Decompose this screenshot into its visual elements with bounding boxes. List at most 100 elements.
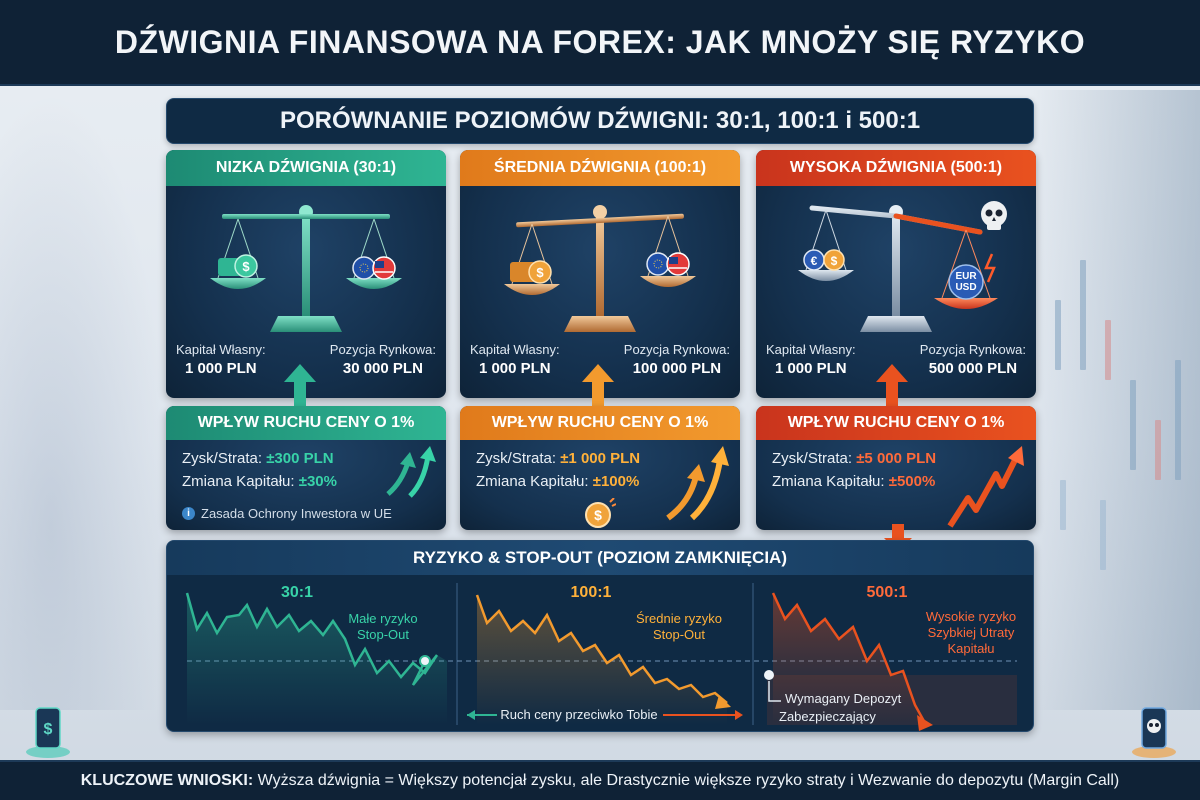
panel-high-leverage: WYSOKA DŹWIGNIA (500:1) € $: [756, 150, 1036, 398]
subtitle: PORÓWNANIE POZIOMÓW DŹWIGNI: 30:1, 100:1…: [279, 107, 921, 134]
investor-protection-note: i Zasada Ochrony Inwestora w UE: [182, 506, 392, 521]
page-header: DŹWIGNIA FINANSOWA NA FOREX: JAK MNOŻY S…: [0, 0, 1200, 86]
stop-out-charts: 30:1 Małe ryzyko Stop-Out 100:1 Średnie …: [185, 583, 1017, 731]
footer-body: Wyższa dźwignia = Większy potencjał zysk…: [253, 772, 1120, 789]
footer-text: KLUCZOWE WNIOSKI: Wyższa dźwignia = Więk…: [81, 772, 1120, 790]
panel-low-leverage: NIZKA DŹWIGNIA (30:1) $: [166, 150, 446, 398]
pl-value: ±5 000 PLN: [856, 450, 937, 467]
coin-icon: $: [823, 249, 845, 271]
panel-header: WYSOKA DŹWIGNIA (500:1): [756, 150, 1036, 186]
pl-label: Zysk/Strata:: [476, 450, 557, 467]
svg-text:EUR: EUR: [955, 271, 977, 282]
risk-header: RYZYKO & STOP-OUT (POZIOM ZAMKNIĘCIA): [167, 541, 1033, 575]
euro-coin-icon: [352, 256, 376, 280]
equity-label: Kapitał Własny:: [766, 342, 856, 357]
panel-header: ŚREDNIA DŹWIGNIA (100:1): [460, 150, 740, 186]
eur-usd-badge-icon: EUR USD: [948, 264, 984, 300]
chart-ratio-100: 100:1: [571, 584, 612, 601]
margin-label: Wymagany Depozyt: [785, 691, 902, 706]
footer-bold: KLUCZOWE WNIOSKI:: [80, 772, 254, 789]
position-label: Pozycja Rynkowa:: [919, 342, 1026, 357]
capital-change-line: Zmiana Kapitału: ±30%: [182, 473, 337, 490]
svg-text:€: €: [811, 254, 818, 268]
change-label: Zmiana Kapitału:: [772, 473, 885, 490]
impact-header: WPŁYW RUCHU CENY O 1%: [166, 406, 446, 440]
arrow-up-icon: [666, 446, 729, 521]
capital-change-line: Zmiana Kapitału: ±100%: [476, 473, 640, 490]
risk-stop-out-section: RYZYKO & STOP-OUT (POZIOM ZAMKNIĘCIA) 30…: [166, 540, 1034, 732]
svg-text:$: $: [831, 254, 838, 268]
chart-caption: Szybkiej Utraty: [928, 625, 1015, 640]
change-value: ±500%: [888, 473, 936, 490]
impact-header: WPŁYW RUCHU CENY O 1%: [460, 406, 740, 440]
scale-icon: € $ EUR USD: [798, 201, 1007, 332]
chart-caption: Wysokie ryzyko: [926, 609, 1016, 624]
coin-icon: $: [585, 498, 616, 528]
capital-change-line: Zmiana Kapitału: ±500%: [772, 473, 936, 490]
svg-text:USD: USD: [955, 282, 976, 293]
position-value: 500 000 PLN: [928, 360, 1018, 377]
margin-label: Zabezpieczający: [779, 709, 876, 724]
position-value: 30 000 PLN: [342, 360, 423, 377]
page-title: DŹWIGNIA FINANSOWA NA FOREX: JAK MNOŻY S…: [114, 23, 1086, 60]
arrow-up-icon: [582, 364, 614, 406]
svg-text:$: $: [594, 507, 602, 523]
subtitle-banner: PORÓWNANIE POZIOMÓW DŹWIGNI: 30:1, 100:1…: [166, 98, 1034, 144]
info-icon: i: [182, 507, 195, 520]
euro-coin-icon: [646, 252, 670, 276]
euro-coin-icon: €: [803, 249, 825, 271]
panel-info: Kapitał Własny: 1 000 PLN Pozycja Rynkow…: [166, 342, 446, 398]
profit-loss-line: Zysk/Strata: ±1 000 PLN: [476, 450, 640, 467]
equity-value: 1 000 PLN: [774, 360, 847, 377]
skull-icon: [981, 201, 1007, 230]
profit-loss-line: Zysk/Strata: ±300 PLN: [182, 450, 337, 467]
arrow-up-icon: [284, 364, 316, 406]
equity-label: Kapitał Własny:: [176, 342, 266, 357]
equity-value: 1 000 PLN: [184, 360, 257, 377]
panel-medium-leverage: ŚREDNIA DŹWIGNIA (100:1) $: [460, 150, 740, 398]
against-label: Ruch ceny przeciwko Tobie: [500, 707, 657, 722]
change-label: Zmiana Kapitału:: [476, 473, 589, 490]
change-label: Zmiana Kapitału:: [182, 473, 295, 490]
position-value: 100 000 PLN: [632, 360, 722, 377]
equity-label: Kapitał Własny:: [470, 342, 560, 357]
position-label: Pozycja Rynkowa:: [623, 342, 730, 357]
equity-value: 1 000 PLN: [478, 360, 551, 377]
chart-caption: Stop-Out: [357, 627, 409, 642]
arrow-up-icon: [876, 364, 908, 406]
zigzag-arrow-icon: [947, 446, 1024, 528]
chart-ratio-500: 500:1: [867, 584, 908, 601]
chart-caption: Kapitału: [948, 641, 995, 656]
scale-icon: $: [504, 205, 696, 332]
svg-text:$: $: [44, 721, 53, 738]
phone-dollar-icon: $: [26, 707, 70, 758]
panel-info: Kapitał Własny: 1 000 PLN Pozycja Rynkow…: [756, 342, 1036, 398]
key-takeaways-footer: KLUCZOWE WNIOSKI: Wyższa dźwignia = Więk…: [0, 760, 1200, 800]
svg-text:$: $: [536, 265, 544, 280]
pl-label: Zysk/Strata:: [182, 450, 263, 467]
profit-loss-line: Zysk/Strata: ±5 000 PLN: [772, 450, 936, 467]
position-label: Pozycja Rynkowa:: [329, 342, 436, 357]
note-text: Zasada Ochrony Inwestora w UE: [201, 506, 392, 521]
phone-skull-icon: [1132, 707, 1176, 758]
svg-text:$: $: [242, 259, 250, 274]
coin-icon: $: [510, 260, 552, 284]
change-value: ±30%: [298, 473, 337, 490]
impact-header: WPŁYW RUCHU CENY O 1%: [756, 406, 1036, 440]
panel-header: NIZKA DŹWIGNIA (30:1): [166, 150, 446, 186]
impact-medium-leverage: WPŁYW RUCHU CENY O 1% Zysk/Strata: ±1 00…: [460, 406, 740, 530]
chart-caption: Stop-Out: [653, 627, 705, 642]
chart-ratio-30: 30:1: [281, 584, 313, 601]
coin-icon: $: [218, 254, 258, 278]
chart-caption: Małe ryzyko: [348, 611, 417, 626]
arrow-up-icon: [386, 446, 436, 498]
change-value: ±100%: [592, 473, 640, 490]
chart-caption: Średnie ryzyko: [636, 611, 722, 626]
panel-info: Kapitał Własny: 1 000 PLN Pozycja Rynkow…: [460, 342, 740, 398]
pl-value: ±1 000 PLN: [560, 450, 641, 467]
us-flag-coin-icon: [372, 256, 396, 280]
impact-low-leverage: WPŁYW RUCHU CENY O 1% Zysk/Strata: ±300 …: [166, 406, 446, 530]
pl-value: ±300 PLN: [266, 450, 334, 467]
scale-icon: $: [210, 205, 402, 332]
impact-high-leverage: WPŁYW RUCHU CENY O 1% Zysk/Strata: ±5 00…: [756, 406, 1036, 530]
